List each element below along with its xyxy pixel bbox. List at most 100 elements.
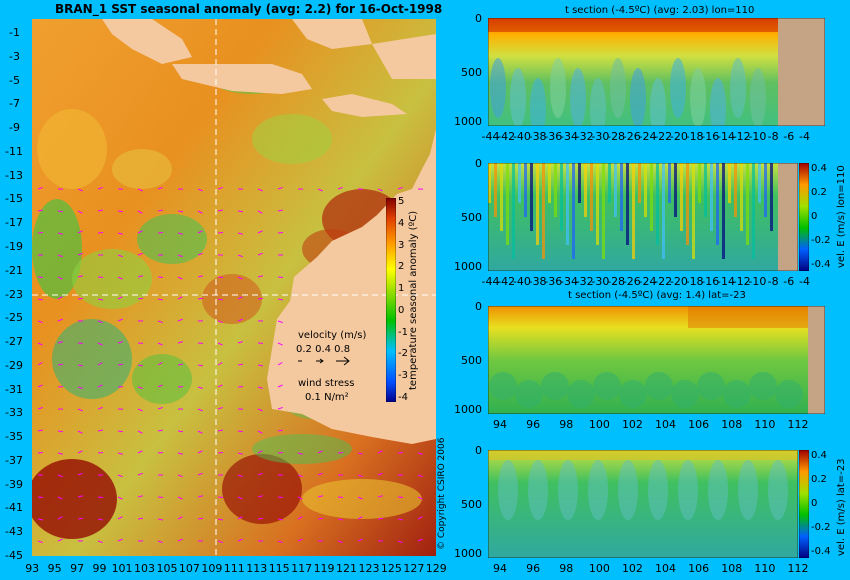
p2-velocity-stripe	[662, 163, 665, 259]
p2-land	[778, 163, 798, 271]
map-x-tick: 103	[134, 562, 156, 575]
velocity-arrow	[357, 452, 363, 455]
p2-velocity-stripe	[596, 163, 599, 245]
velocity-arrow	[277, 231, 284, 234]
wind-legend-title: wind stress	[298, 378, 355, 389]
velocity-arrow	[77, 386, 83, 389]
velocity-arrow	[237, 318, 243, 322]
p2-velocity-stripe	[752, 163, 755, 259]
map-y-tick: -7	[9, 97, 20, 111]
p2-y-tick: 1000	[454, 259, 482, 273]
p4-colorbar-tick: -0.2	[811, 522, 831, 533]
velocity-arrow	[97, 451, 104, 454]
velocity-arrow	[157, 362, 163, 366]
p4-x-tick: 104	[655, 562, 677, 575]
p1-x-tick: -18	[685, 130, 704, 143]
velocity-arrow	[177, 341, 183, 344]
velocity-arrow	[97, 406, 103, 410]
p3-x-tick: 102	[621, 418, 643, 431]
velocity-arrow	[37, 209, 43, 212]
p3-cool-patch	[489, 372, 517, 400]
velocity-arrow	[217, 451, 224, 454]
p4-y-tick: 1000	[454, 546, 482, 560]
velocity-arrow	[197, 386, 203, 389]
sst-colorbar-tick: 1	[398, 283, 405, 295]
velocity-arrow	[157, 540, 163, 544]
map-y-tick: -37	[5, 453, 23, 467]
p2-x-tick: -16	[701, 275, 720, 288]
velocity-arrows	[37, 186, 424, 544]
map-x-tick: 119	[313, 562, 335, 575]
velocity-arrow	[157, 231, 164, 234]
velocity-arrow	[197, 364, 204, 367]
p2-velocity-stripe	[680, 163, 683, 231]
velocity-arrow	[77, 297, 84, 300]
p1-x-tick: -22	[654, 130, 673, 143]
velocity-arrow	[217, 320, 223, 324]
velocity-arrow	[257, 450, 263, 454]
velocity-arrow	[97, 429, 103, 432]
velocity-arrow	[97, 384, 103, 388]
p1-land	[778, 18, 825, 126]
velocity-arrow	[217, 298, 223, 301]
velocity-arrow	[397, 496, 404, 499]
sst-colorbar-tick: -1	[398, 326, 408, 338]
p2-velocity-stripe	[650, 163, 653, 231]
velocity-arrow	[397, 186, 403, 190]
map-x-tick: 113	[246, 562, 268, 575]
p4-x-tick: 100	[588, 562, 610, 575]
velocity-arrow	[57, 341, 63, 344]
p2-velocity-stripe	[548, 163, 551, 203]
velocity-arrow	[317, 472, 323, 476]
p1-cold-patch	[590, 78, 606, 126]
velocity-arrow	[257, 364, 264, 367]
velocity-arrow	[117, 296, 123, 300]
velocity-arrow	[277, 342, 283, 346]
velocity-arrow	[97, 298, 103, 301]
p2-colorbar-tick: 0.4	[811, 163, 827, 174]
p4-colorbar-label: vel. E (m/s) lat=-23	[836, 458, 847, 556]
velocity-arrow	[257, 386, 263, 389]
map-y-tick: -43	[5, 525, 23, 539]
velocity-arrow	[377, 450, 383, 454]
map-x-tick: 105	[156, 562, 178, 575]
velocity-arrow	[97, 276, 104, 279]
velocity-arrow	[197, 472, 203, 476]
p4-colorbar-tick: 0.2	[811, 474, 827, 485]
velocity-arrow	[297, 474, 303, 478]
p4-current-patch	[768, 460, 788, 520]
p1-cold-patch	[710, 78, 726, 126]
velocity-arrow	[77, 364, 84, 367]
p2-x-tick: -28	[607, 275, 626, 288]
p3-cool-patch	[671, 380, 699, 408]
p4-current-patch	[678, 460, 698, 520]
p1-x-tick: -6	[783, 130, 795, 143]
velocity-arrow	[157, 276, 164, 279]
p2-x-tick: -18	[685, 275, 704, 288]
velocity-arrow	[157, 384, 163, 388]
velocity-arrow	[157, 320, 163, 324]
velocity-arrow	[157, 406, 163, 410]
p4-y-tick: 0	[475, 444, 482, 457]
velocity-legend-values: 0.2 0.4 0.8	[296, 344, 351, 355]
velocity-arrow	[217, 209, 223, 212]
p3-land	[808, 306, 825, 414]
p1-cold-patch	[530, 78, 546, 126]
p4-colorbar	[799, 450, 809, 558]
velocity-arrow	[277, 384, 283, 388]
velocity-arrow	[277, 518, 283, 521]
velocity-arrow	[177, 474, 183, 478]
velocity-arrow	[57, 276, 63, 280]
velocity-arrow	[37, 451, 44, 454]
velocity-arrow	[217, 540, 223, 544]
map-x-tick: 125	[380, 562, 402, 575]
velocity-arrow	[77, 430, 83, 434]
p1-x-tick: -16	[701, 130, 720, 143]
velocity-arrow	[117, 363, 124, 366]
p4-colorbar-tick: 0.4	[811, 450, 827, 461]
velocity-arrow	[137, 275, 143, 278]
map-x-tick: 109	[201, 562, 223, 575]
velocity-arrow	[257, 517, 264, 520]
p2-velocity-stripe	[764, 163, 767, 217]
velocity-arrow	[137, 386, 143, 389]
